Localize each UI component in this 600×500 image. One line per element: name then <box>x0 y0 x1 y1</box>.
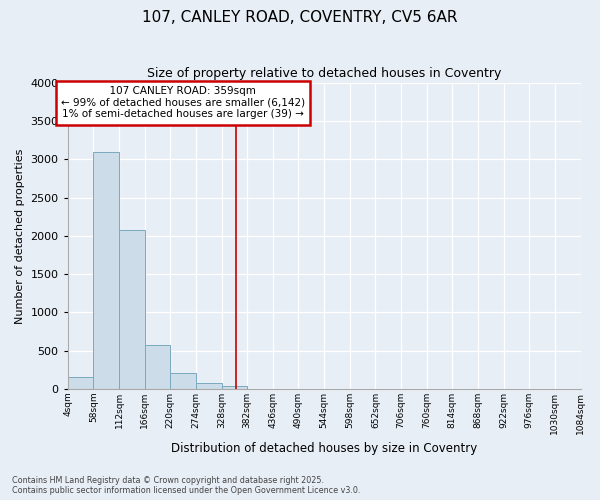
Text: Contains HM Land Registry data © Crown copyright and database right 2025.
Contai: Contains HM Land Registry data © Crown c… <box>12 476 361 495</box>
Text: 107, CANLEY ROAD, COVENTRY, CV5 6AR: 107, CANLEY ROAD, COVENTRY, CV5 6AR <box>142 10 458 25</box>
X-axis label: Distribution of detached houses by size in Coventry: Distribution of detached houses by size … <box>171 442 477 455</box>
Title: Size of property relative to detached houses in Coventry: Size of property relative to detached ho… <box>147 68 501 80</box>
Text: 107 CANLEY ROAD: 359sqm  
← 99% of detached houses are smaller (6,142)
1% of sem: 107 CANLEY ROAD: 359sqm ← 99% of detache… <box>61 86 305 120</box>
Bar <box>145 345 170 389</box>
Bar <box>119 230 145 389</box>
Bar <box>94 152 119 389</box>
Y-axis label: Number of detached properties: Number of detached properties <box>15 148 25 324</box>
Bar <box>68 378 94 389</box>
Bar <box>170 373 196 389</box>
Bar <box>196 383 221 389</box>
Bar <box>221 386 247 389</box>
